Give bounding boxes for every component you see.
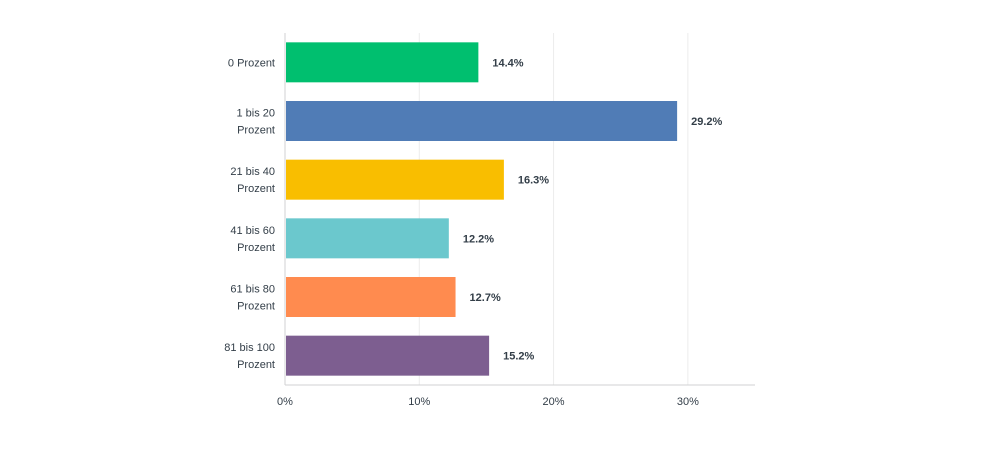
category-labels: 0 Prozent 1 bis 20 Prozent 21 bis 40 Prozent… (224, 57, 275, 371)
gridlines (418, 33, 689, 385)
x-tick-label: 30% (677, 396, 699, 408)
bar (286, 159, 504, 200)
x-axis: 0% 10% 20% 30% (277, 33, 755, 408)
x-tick-label: 20% (543, 396, 565, 408)
bar (286, 277, 456, 317)
data-label: 15.2% (503, 351, 534, 363)
bars (286, 42, 678, 376)
data-label: 12.2% (463, 233, 494, 245)
category-label: 81 bis 100 Prozent (224, 342, 275, 371)
data-label: 16.3% (518, 175, 549, 187)
category-label: 61 bis 80 Prozent (230, 284, 275, 313)
x-tick-label: 0% (277, 396, 293, 408)
data-label: 14.4% (492, 57, 523, 69)
bar (286, 335, 490, 376)
x-tick-label: 10% (408, 396, 430, 408)
category-label: 1 bis 20 Prozent (236, 108, 275, 137)
data-label: 29.2% (691, 116, 722, 128)
bar (286, 42, 479, 83)
category-label: 41 bis 60 Prozent (230, 225, 275, 254)
category-label: 0 Prozent (228, 57, 275, 69)
bar (286, 218, 449, 259)
bar (286, 101, 678, 141)
data-label: 12.7% (470, 292, 501, 304)
value-labels: 14.4% 29.2% 16.3% 12.2% 12.7% 15.2% (463, 57, 723, 362)
category-label: 21 bis 40 Prozent (230, 166, 275, 195)
